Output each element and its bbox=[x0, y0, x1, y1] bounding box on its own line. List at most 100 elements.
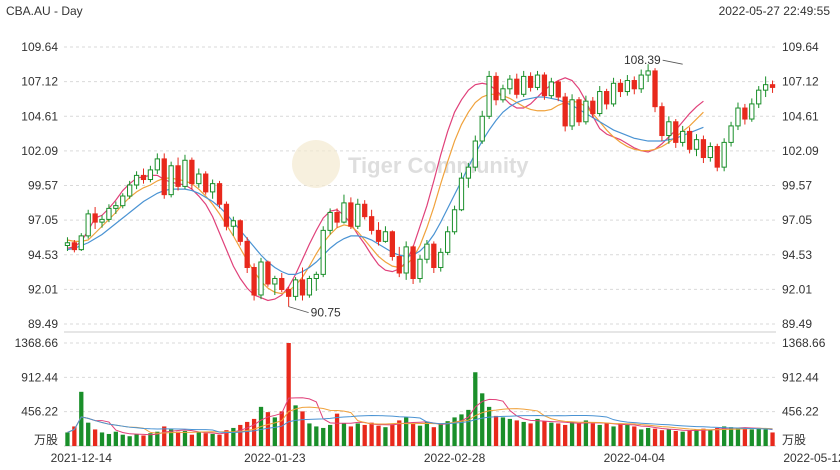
candle-body bbox=[700, 139, 707, 159]
volume-bar bbox=[203, 433, 208, 446]
volume-bar bbox=[231, 427, 236, 446]
volume-bar bbox=[369, 422, 374, 446]
candle bbox=[742, 103, 748, 125]
volume-bar bbox=[238, 424, 243, 446]
volume-bar bbox=[404, 417, 409, 446]
candle bbox=[403, 241, 409, 280]
candle bbox=[389, 230, 395, 261]
candles bbox=[64, 64, 776, 307]
volume-bar bbox=[362, 424, 367, 446]
volume-bar bbox=[473, 372, 478, 446]
candle bbox=[368, 209, 375, 235]
candle-body bbox=[514, 78, 520, 95]
candle-body bbox=[597, 91, 603, 115]
candle-body bbox=[610, 82, 617, 105]
candle-body bbox=[631, 80, 637, 90]
candle-body bbox=[569, 99, 575, 127]
volume-bar bbox=[756, 427, 761, 446]
candle-body bbox=[341, 202, 347, 223]
candle-body bbox=[127, 184, 133, 197]
candle-body bbox=[168, 165, 174, 196]
candle-body bbox=[424, 243, 430, 260]
y-tick-label: 89.49 bbox=[782, 317, 812, 331]
candle bbox=[161, 153, 167, 199]
candle bbox=[410, 245, 416, 284]
candle bbox=[64, 237, 71, 252]
volume-bar bbox=[652, 428, 658, 446]
volume-bar bbox=[583, 420, 589, 446]
candle bbox=[597, 86, 603, 117]
annotations: 108.39 90.75 bbox=[288, 53, 683, 320]
volume-bar bbox=[749, 429, 754, 446]
volume-tick-label: 912.44 bbox=[782, 370, 819, 384]
volume-bar bbox=[155, 431, 160, 446]
candle bbox=[306, 275, 313, 298]
volume-bar bbox=[611, 426, 616, 446]
candle bbox=[576, 97, 582, 126]
candle bbox=[348, 197, 354, 230]
volume-bar bbox=[113, 431, 118, 446]
volume-bar bbox=[196, 432, 201, 446]
candle bbox=[258, 257, 264, 300]
candle-body bbox=[154, 158, 160, 171]
candle-body bbox=[348, 202, 354, 227]
candle-body bbox=[756, 89, 762, 105]
volume-bar bbox=[645, 427, 651, 446]
candle-body bbox=[265, 261, 271, 285]
volume-bar bbox=[175, 431, 181, 446]
volume-bar bbox=[763, 429, 768, 446]
candle bbox=[424, 240, 430, 264]
volume-bar bbox=[307, 423, 312, 446]
candle bbox=[382, 226, 389, 243]
candle-body bbox=[686, 130, 693, 150]
candle-body bbox=[493, 75, 499, 101]
candle-body bbox=[286, 288, 292, 297]
candle-body bbox=[465, 166, 472, 179]
x-tick-label: 2022-02-28 bbox=[424, 451, 486, 465]
volume-bar bbox=[72, 426, 77, 446]
volume-bar bbox=[321, 427, 326, 446]
volume-bar bbox=[486, 406, 492, 446]
candle-body bbox=[673, 121, 679, 143]
candle-body bbox=[362, 203, 368, 218]
volume-bar bbox=[417, 425, 423, 446]
y-tick-label: 94.53 bbox=[28, 248, 58, 262]
candle-body bbox=[306, 277, 313, 296]
candle bbox=[196, 168, 202, 188]
annotation-leader bbox=[662, 59, 683, 65]
candle bbox=[147, 165, 154, 183]
candle-body bbox=[355, 203, 361, 227]
candle bbox=[500, 84, 506, 103]
candle bbox=[548, 77, 554, 99]
candle-body bbox=[603, 91, 610, 105]
volume-bar bbox=[728, 427, 734, 446]
candle-body bbox=[521, 75, 527, 95]
candle bbox=[714, 143, 720, 172]
candle bbox=[707, 142, 713, 162]
candle-body bbox=[320, 229, 326, 275]
y-tick-label: 107.12 bbox=[21, 75, 58, 89]
candle bbox=[465, 163, 472, 188]
candle bbox=[237, 219, 243, 246]
candle-body bbox=[541, 74, 548, 97]
candle-body bbox=[196, 173, 202, 185]
candle bbox=[133, 171, 140, 190]
candle-body bbox=[147, 169, 154, 181]
candle bbox=[472, 135, 478, 172]
candle-body bbox=[680, 130, 686, 143]
volume-bar bbox=[659, 430, 665, 446]
volume-bar bbox=[576, 423, 582, 446]
volume-bar bbox=[694, 429, 699, 446]
volume-bar bbox=[514, 420, 519, 446]
y-tick-label: 97.05 bbox=[782, 213, 812, 227]
y-tick-label: 92.01 bbox=[782, 282, 812, 296]
candle-body bbox=[403, 246, 409, 274]
watermark-text: Tiger Community bbox=[348, 153, 529, 178]
candle bbox=[92, 207, 98, 230]
candle bbox=[216, 180, 223, 209]
volume-bar bbox=[189, 434, 195, 446]
candle-body bbox=[431, 243, 437, 269]
volume-bar bbox=[466, 409, 471, 446]
volume-bar bbox=[625, 424, 630, 446]
candle-body bbox=[396, 256, 402, 274]
